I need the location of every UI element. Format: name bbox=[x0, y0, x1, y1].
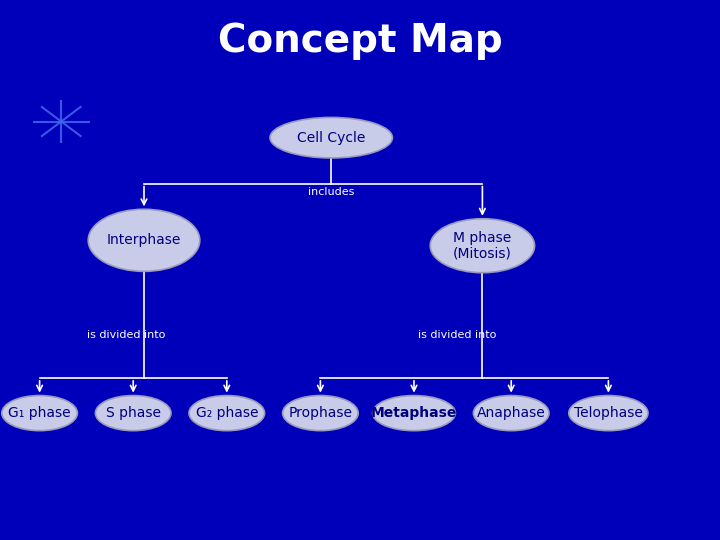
Text: G₂ phase: G₂ phase bbox=[196, 406, 258, 420]
Ellipse shape bbox=[189, 395, 265, 431]
Text: Concept Map: Concept Map bbox=[217, 22, 503, 59]
Text: Metaphase: Metaphase bbox=[371, 406, 457, 420]
Text: Prophase: Prophase bbox=[289, 406, 352, 420]
Text: is divided into: is divided into bbox=[418, 330, 496, 340]
Text: G₁ phase: G₁ phase bbox=[9, 406, 71, 420]
Text: Interphase: Interphase bbox=[107, 233, 181, 247]
Text: Telophase: Telophase bbox=[574, 406, 643, 420]
Text: includes: includes bbox=[308, 187, 354, 197]
Ellipse shape bbox=[270, 117, 392, 158]
Ellipse shape bbox=[372, 395, 455, 431]
Text: M phase
(Mitosis): M phase (Mitosis) bbox=[453, 231, 512, 261]
Text: S phase: S phase bbox=[106, 406, 161, 420]
Ellipse shape bbox=[431, 219, 534, 273]
Text: is divided into: is divided into bbox=[87, 330, 165, 340]
Ellipse shape bbox=[569, 395, 648, 431]
Text: Anaphase: Anaphase bbox=[477, 406, 546, 420]
Ellipse shape bbox=[474, 395, 549, 431]
Ellipse shape bbox=[282, 395, 359, 431]
Ellipse shape bbox=[95, 395, 171, 431]
Text: Cell Cycle: Cell Cycle bbox=[297, 131, 365, 145]
Ellipse shape bbox=[89, 209, 200, 271]
Ellipse shape bbox=[2, 395, 78, 431]
